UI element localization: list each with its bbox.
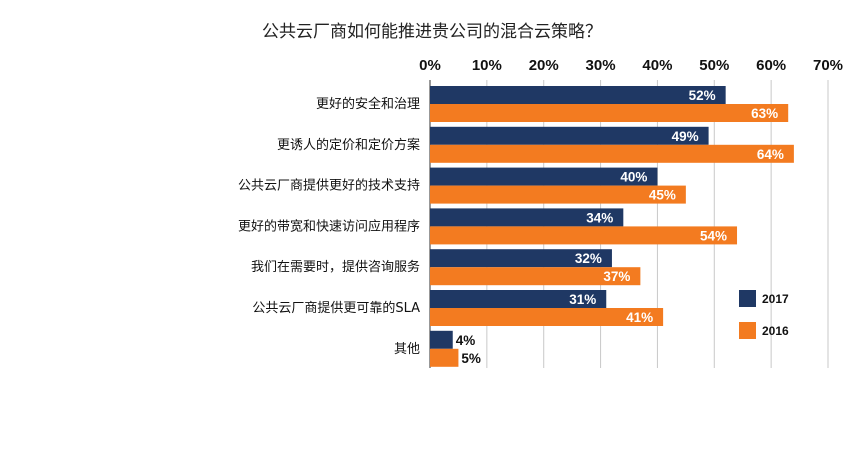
x-tick-label: 20% [529,57,559,74]
bar-2017 [430,126,709,145]
data-label: 63% [751,106,778,121]
category-labels: 更好的安全和治理更诱人的定价和定价方案公共云厂商提供更好的技术支持更好的带宽和快… [238,96,420,357]
bar-2016 [430,308,664,326]
data-label: 4% [456,333,476,348]
data-label: 52% [689,88,716,103]
bar-2016 [430,348,459,367]
x-tick-label: 60% [756,57,786,74]
data-label: 45% [649,188,676,203]
category-label: 公共云厂商提供更可靠的SLA [252,300,420,316]
category-label: 更好的安全和治理 [316,96,420,112]
data-label: 37% [603,269,630,284]
x-tick-label: 0% [419,57,441,74]
bar-2017 [430,330,453,349]
bar-2016 [430,267,641,286]
bar-2016 [430,104,789,122]
x-tick-label: 30% [586,57,616,74]
bar-2016 [430,226,738,245]
bar-2017 [430,290,607,308]
x-tick-label: 10% [472,57,502,74]
data-label: 40% [620,170,647,185]
legend-label: 2016 [762,324,789,338]
data-label: 49% [672,129,699,144]
legend-label: 2017 [762,292,789,306]
bar-2017 [430,249,612,268]
data-label: 34% [586,210,613,225]
data-label: 64% [757,147,784,162]
data-label: 32% [575,251,602,266]
bar-2016 [430,185,686,204]
category-label: 其他 [394,342,420,357]
x-axis-tick-labels: 0% 10% 20% 30% 40% 50% 60% 70% [419,57,843,74]
x-tick-label: 50% [699,57,729,74]
x-tick-label: 40% [642,57,672,74]
legend-swatch-2017 [739,290,756,307]
legend: 2017 2016 [739,290,789,339]
data-label: 31% [569,292,596,307]
bars [430,86,794,367]
data-label: 54% [700,228,727,243]
category-label: 我们在需要时，提供咨询服务 [251,259,420,275]
data-label: 41% [626,310,653,325]
legend-swatch-2016 [739,322,756,339]
value-labels: 52% 63% 49% 64% 40%45% 34% 54% 32%37% 31% 41% 4% 5% [456,88,784,366]
bar-2017 [430,167,658,186]
bar-2017 [430,86,726,104]
bar-2016 [430,144,794,163]
category-label: 公共云厂商提供更好的技术支持 [238,178,420,194]
x-tick-label: 70% [813,57,843,74]
data-label: 5% [461,351,481,366]
category-label: 更诱人的定价和定价方案 [277,137,420,153]
bar-2017 [430,208,624,227]
chart-title: 公共云厂商如何能推进贵公司的混合云策略？ [262,22,602,42]
category-label: 更好的带宽和快速访问应用程序 [238,218,420,234]
